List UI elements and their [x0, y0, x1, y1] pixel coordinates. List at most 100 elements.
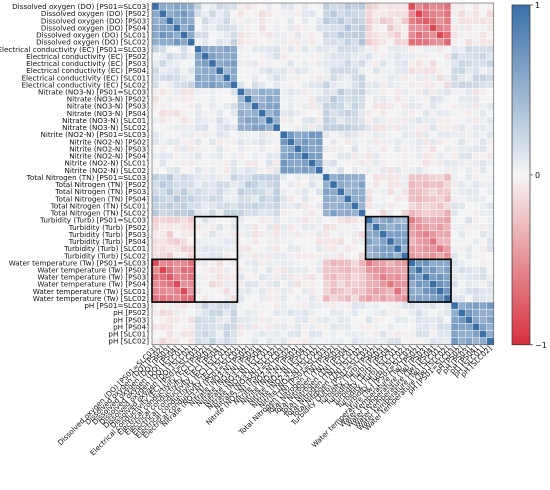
- heatmap-cell: [230, 173, 238, 182]
- heatmap-cell: [415, 24, 423, 32]
- heatmap-cell: [222, 237, 231, 246]
- heatmap-cell: [472, 109, 480, 118]
- heatmap-cell: [415, 251, 423, 260]
- heatmap-cell: [294, 145, 302, 153]
- heatmap-cell: [322, 223, 331, 232]
- colorbar-gradient: [511, 4, 531, 346]
- heatmap-cell: [443, 216, 452, 224]
- heatmap-cell: [415, 273, 423, 281]
- heatmap-cell: [287, 202, 295, 210]
- heatmap-cell: [173, 31, 181, 39]
- heatmap-cell: [408, 301, 416, 310]
- heatmap-cell: [279, 73, 288, 82]
- heatmap-cell: [201, 138, 210, 146]
- heatmap-cell: [222, 308, 231, 317]
- heatmap-cell: [294, 287, 302, 296]
- heatmap-cell: [272, 145, 281, 153]
- heatmap-cell: [443, 59, 452, 68]
- heatmap-cell: [358, 301, 366, 310]
- heatmap-cell: [422, 9, 430, 18]
- heatmap-cell: [315, 81, 324, 89]
- highlight-box: [407, 258, 452, 303]
- heatmap-cell: [230, 17, 238, 25]
- heatmap-cell: [201, 202, 210, 210]
- heatmap-cell: [315, 180, 324, 189]
- heatmap-cell: [251, 145, 259, 153]
- heatmap-cell: [322, 102, 331, 111]
- heatmap-cell: [308, 323, 316, 331]
- heatmap-cell: [272, 116, 281, 125]
- heatmap-cell: [372, 24, 381, 32]
- heatmap-cell: [336, 259, 345, 267]
- heatmap-cell: [429, 102, 437, 111]
- heatmap-cell: [365, 138, 373, 146]
- heatmap-cell: [372, 316, 381, 324]
- heatmap-cell: [450, 223, 459, 232]
- heatmap-cell: [393, 216, 402, 224]
- heatmap-cell: [351, 145, 359, 153]
- heatmap-cell: [408, 237, 416, 246]
- heatmap-cell: [443, 337, 452, 345]
- heatmap-cell: [393, 52, 402, 61]
- heatmap-cell: [194, 159, 203, 167]
- heatmap-cell: [208, 116, 217, 125]
- heatmap-cell: [215, 66, 224, 75]
- heatmap-cell: [279, 259, 288, 267]
- heatmap-cell: [180, 330, 188, 338]
- heatmap-cell: [251, 45, 259, 54]
- heatmap-cell: [443, 17, 452, 25]
- heatmap-cell: [187, 66, 195, 75]
- heatmap-cell: [151, 301, 160, 310]
- heatmap-cell: [429, 223, 437, 232]
- heatmap-cell: [465, 66, 473, 75]
- heatmap-cell: [151, 187, 160, 196]
- heatmap-cell: [408, 138, 416, 146]
- heatmap-cell: [187, 59, 195, 68]
- heatmap-cell: [244, 166, 252, 175]
- heatmap-cell: [336, 337, 345, 345]
- heatmap-cell: [379, 202, 388, 210]
- heatmap-cell: [294, 237, 302, 246]
- heatmap-cell: [379, 123, 388, 132]
- heatmap-cell: [244, 195, 252, 203]
- heatmap-cell: [422, 301, 430, 310]
- heatmap-cell: [329, 59, 338, 68]
- heatmap-cell: [479, 337, 487, 345]
- heatmap-cell: [294, 9, 302, 18]
- heatmap-cell: [158, 223, 167, 232]
- heatmap-cell: [336, 116, 345, 125]
- heatmap-cell: [215, 95, 224, 103]
- heatmap-cell: [401, 73, 409, 82]
- heatmap-cell: [173, 2, 181, 11]
- heatmap-cell: [422, 45, 430, 54]
- heatmap-cell: [237, 187, 245, 196]
- heatmap-cell: [408, 116, 416, 125]
- heatmap-cell: [322, 123, 331, 132]
- heatmap-cell: [429, 266, 437, 274]
- heatmap-cell: [244, 244, 252, 253]
- heatmap-cell: [308, 273, 316, 281]
- heatmap-cell: [315, 223, 324, 232]
- heatmap-cell: [158, 259, 167, 267]
- heatmap-cell: [322, 209, 331, 217]
- heatmap-cell: [429, 9, 437, 18]
- heatmap-cell: [344, 88, 352, 96]
- heatmap-cell: [365, 73, 373, 82]
- heatmap-cell: [215, 88, 224, 96]
- heatmap-cell: [208, 337, 217, 345]
- heatmap-cell: [436, 195, 445, 203]
- heatmap-cell: [401, 123, 409, 132]
- heatmap-cell: [187, 138, 195, 146]
- heatmap-cell: [315, 308, 324, 317]
- heatmap-cell: [429, 187, 437, 196]
- heatmap-cell: [408, 316, 416, 324]
- heatmap-cell: [365, 323, 373, 331]
- heatmap-cell: [237, 280, 245, 288]
- heatmap-cell: [151, 323, 160, 331]
- heatmap-cell: [173, 152, 181, 160]
- heatmap-cell: [208, 95, 217, 103]
- heatmap-cell: [379, 24, 388, 32]
- heatmap-cell: [486, 59, 494, 68]
- heatmap-cell: [457, 294, 466, 303]
- heatmap-cell: [429, 294, 437, 303]
